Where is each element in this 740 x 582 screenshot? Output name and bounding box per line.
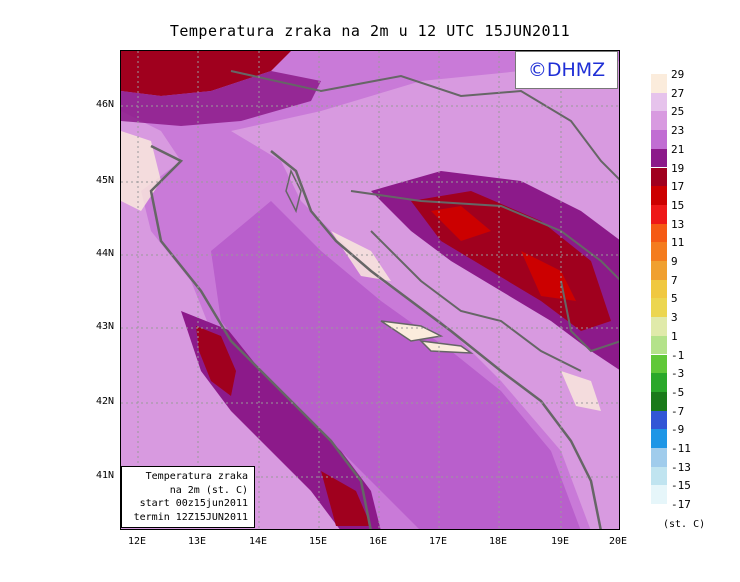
legend-swatch bbox=[651, 186, 667, 205]
legend-swatch bbox=[651, 335, 667, 355]
legend-level-label: 15 bbox=[671, 198, 685, 212]
legend-unit: (st. C) bbox=[663, 519, 706, 530]
lat-label-46n: 46N bbox=[95, 99, 114, 110]
legend-level-label: 13 bbox=[671, 217, 685, 231]
island bbox=[380, 320, 444, 342]
legend-swatch bbox=[651, 466, 667, 486]
border-line bbox=[230, 70, 619, 181]
legend-level-label: 3 bbox=[671, 311, 678, 325]
legend-level-label: 27 bbox=[671, 86, 685, 100]
info-line-4: termin 12Z15JUN2011 bbox=[133, 511, 248, 523]
dhmz-logo: ©DHMZ bbox=[515, 51, 618, 89]
lon-label-14e: 14E bbox=[248, 536, 268, 547]
info-line-3: start 00z15jun2011 bbox=[139, 498, 248, 509]
map-canvas bbox=[121, 51, 619, 529]
legend-level-label: 7 bbox=[671, 273, 678, 287]
legend-swatch bbox=[651, 204, 667, 224]
legend-level-label: 9 bbox=[671, 255, 678, 268]
lon-label-16e: 16E bbox=[368, 536, 388, 547]
lon-label-13e: 13E bbox=[187, 536, 207, 547]
legend-swatch bbox=[651, 410, 667, 430]
border-line bbox=[350, 190, 619, 281]
legend-swatch bbox=[651, 429, 667, 448]
legend-level-label: 29 bbox=[671, 68, 685, 81]
warm-zone-north bbox=[121, 71, 321, 126]
legend-swatch bbox=[651, 92, 667, 112]
legend-swatch bbox=[651, 148, 667, 168]
legend-level-label: -3 bbox=[671, 367, 685, 381]
legend-level-label: -15 bbox=[671, 479, 691, 493]
legend-swatch bbox=[651, 74, 667, 93]
legend-level-label: -5 bbox=[671, 385, 685, 399]
lon-label-17e: 17E bbox=[428, 536, 448, 547]
coastline bbox=[270, 150, 602, 529]
legend-level-label: 11 bbox=[671, 236, 685, 250]
lon-label-18e: 18E bbox=[488, 536, 508, 547]
legend-swatch bbox=[651, 279, 667, 299]
legend-level-label: 19 bbox=[671, 161, 685, 175]
legend-level-label: 17 bbox=[671, 180, 685, 194]
legend-swatch bbox=[651, 130, 667, 149]
lon-label-19e: 19E bbox=[550, 536, 570, 547]
legend-level-label: 5 bbox=[671, 292, 678, 306]
coastline bbox=[149, 144, 372, 529]
hot-zone-north bbox=[121, 51, 291, 96]
adriatic-sea bbox=[211, 201, 581, 529]
legend-swatch bbox=[651, 223, 667, 243]
temperature-map bbox=[120, 50, 620, 530]
border-line bbox=[370, 230, 582, 372]
lat-label-43n: 43N bbox=[95, 321, 114, 332]
lon-label-15e: 15E bbox=[308, 536, 328, 547]
graticule bbox=[121, 51, 619, 529]
legend-swatch bbox=[651, 391, 667, 411]
legend-swatch bbox=[651, 242, 667, 261]
info-box: Temperatura zraka na 2m (st. C) start 00… bbox=[121, 466, 255, 528]
legend-swatch bbox=[651, 167, 667, 187]
legend-swatch bbox=[651, 354, 667, 374]
border-line bbox=[560, 280, 619, 353]
island bbox=[418, 339, 474, 354]
legend-swatch bbox=[651, 448, 667, 467]
legend-swatch bbox=[651, 373, 667, 392]
balkan-land bbox=[231, 61, 619, 529]
legend-level-label: -7 bbox=[671, 404, 685, 418]
lat-label-42n: 42N bbox=[95, 396, 114, 407]
legend-swatch bbox=[651, 298, 667, 318]
legend-level-label: -17 bbox=[671, 498, 691, 512]
lat-label-44n: 44N bbox=[95, 248, 114, 259]
lon-label-20e: 20E bbox=[608, 536, 628, 547]
legend-level-label: 25 bbox=[671, 105, 685, 119]
map-title: Temperatura zraka na 2m u 12 UTC 15JUN20… bbox=[169, 22, 571, 40]
legend-level-label: 21 bbox=[671, 142, 685, 156]
legend-level-label: -11 bbox=[671, 442, 691, 455]
legend-level-label: 23 bbox=[671, 124, 685, 138]
legend-level-label: 1 bbox=[671, 329, 678, 343]
legend-swatch bbox=[651, 111, 667, 131]
italy-land bbox=[121, 111, 371, 529]
legend-level-label: -13 bbox=[671, 460, 691, 474]
info-line-2: na 2m (st. C) bbox=[169, 484, 248, 496]
info-line-1: Temperatura zraka bbox=[145, 471, 248, 482]
legend-swatch bbox=[651, 485, 667, 505]
lat-label-41n: 41N bbox=[95, 470, 114, 481]
legend-level-label: -9 bbox=[671, 423, 685, 437]
lon-label-12e: 12E bbox=[127, 536, 147, 547]
island bbox=[285, 168, 302, 214]
legend-level-label: -1 bbox=[671, 348, 685, 362]
legend-swatch bbox=[651, 317, 667, 336]
legend-swatch bbox=[651, 261, 667, 280]
lat-label-45n: 45N bbox=[95, 175, 114, 186]
